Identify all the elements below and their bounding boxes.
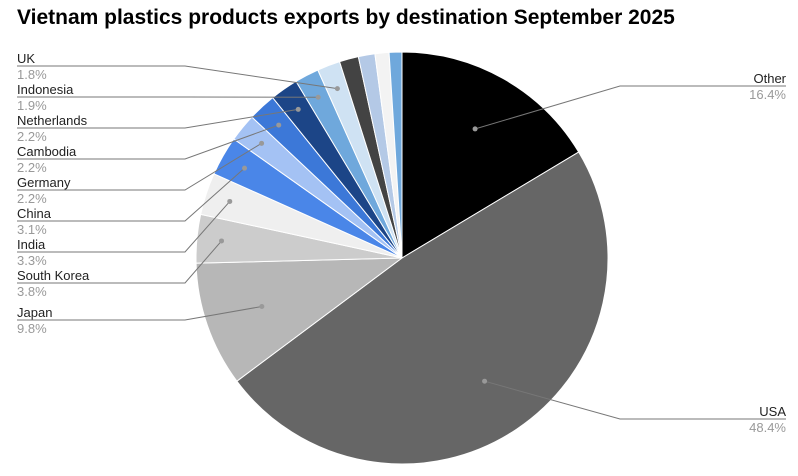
- leader-line-uk: [17, 65, 338, 90]
- leader-dot-other: [472, 126, 478, 132]
- pie-slice-usa: [236, 151, 609, 465]
- leader-dot-china: [242, 165, 248, 171]
- leader-line-other: [474, 85, 786, 130]
- leader-line-germany: [17, 142, 262, 191]
- leader-line-japan: [17, 305, 262, 321]
- leader-line-netherlands: [17, 108, 299, 129]
- slice-percent-indonesia: 1.9%: [17, 98, 47, 113]
- slice-percent-india: 3.3%: [17, 253, 47, 268]
- slice-percent-netherlands: 2.2%: [17, 129, 47, 144]
- leader-line-usa: [484, 380, 786, 420]
- slice-label-uk: UK: [17, 51, 35, 66]
- slice-percent-south-korea: 3.8%: [17, 284, 47, 299]
- leader-line-cambodia: [17, 124, 279, 160]
- leader-dot-uk: [334, 86, 340, 92]
- leader-line-china: [17, 167, 245, 222]
- slice-label-cambodia: Cambodia: [17, 144, 77, 159]
- slice-label-india: India: [17, 237, 46, 252]
- slice-label-china: China: [17, 206, 52, 221]
- leader-dot-usa: [482, 378, 488, 384]
- slice-label-south-korea: South Korea: [17, 268, 90, 283]
- slice-percent-usa: 48.4%: [749, 420, 786, 435]
- pie-slice-japan: [195, 257, 404, 382]
- slice-label-japan: Japan: [17, 305, 52, 320]
- slice-percent-japan: 9.8%: [17, 321, 47, 336]
- slice-percent-china: 3.1%: [17, 222, 47, 237]
- slice-label-other: Other: [753, 71, 786, 86]
- leader-dot-germany: [259, 140, 265, 146]
- leader-line-south-korea: [17, 240, 222, 284]
- slice-percent-other: 16.4%: [749, 87, 786, 102]
- leader-line-india: [17, 201, 231, 253]
- leader-dot-japan: [259, 303, 265, 309]
- slice-percent-germany: 2.2%: [17, 191, 47, 206]
- slice-percent-uk: 1.8%: [17, 67, 47, 82]
- slice-label-usa: USA: [759, 404, 786, 419]
- leader-dot-india: [227, 198, 233, 204]
- pie-slice-unlabeled: [388, 51, 403, 259]
- slice-label-netherlands: Netherlands: [17, 113, 88, 128]
- slice-percent-cambodia: 2.2%: [17, 160, 47, 175]
- leader-dot-south-korea: [219, 238, 225, 244]
- leader-dot-cambodia: [276, 122, 282, 128]
- chart-title: Vietnam plastics products exports by des…: [17, 6, 675, 29]
- leader-dot-netherlands: [295, 106, 301, 112]
- pie-slice-other: [401, 51, 580, 259]
- leader-dot-indonesia: [315, 94, 321, 100]
- slice-label-germany: Germany: [17, 175, 71, 190]
- slice-label-indonesia: Indonesia: [17, 82, 74, 97]
